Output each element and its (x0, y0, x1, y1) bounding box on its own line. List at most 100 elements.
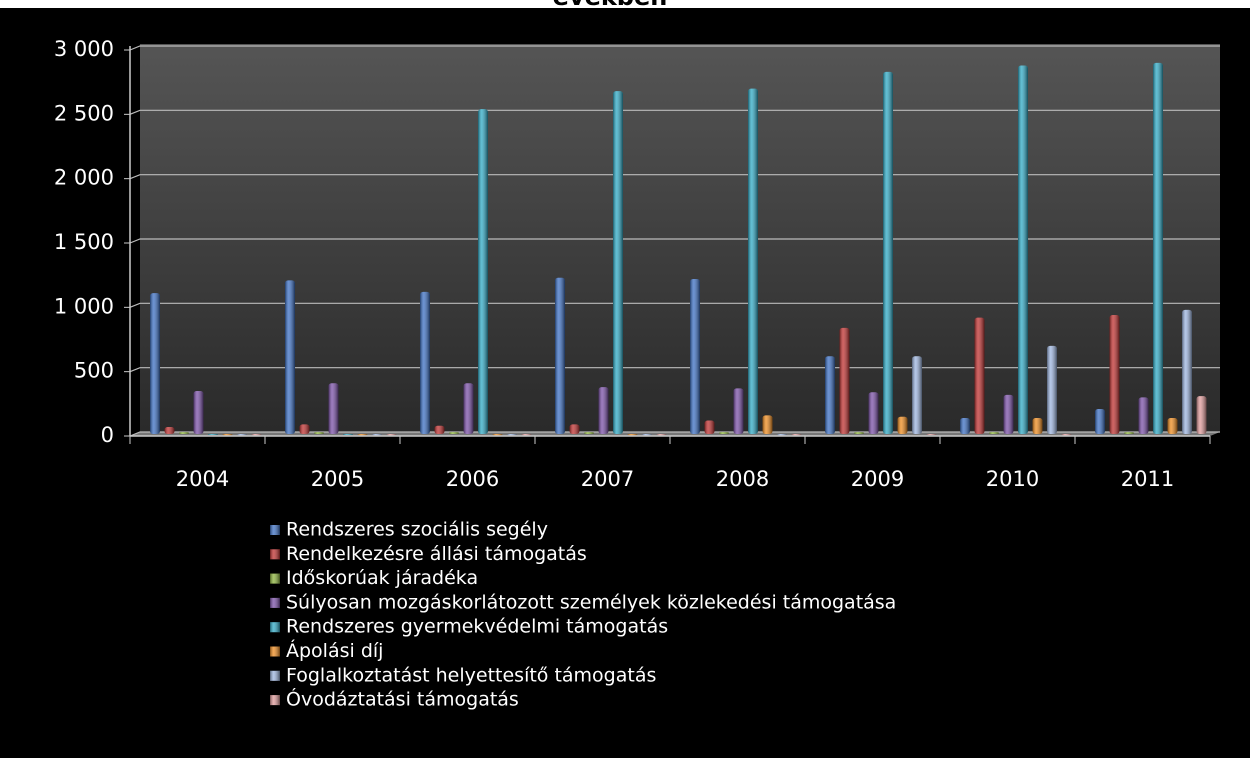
bar-group (449, 432, 459, 434)
grid-line (129, 174, 1220, 180)
bar-group (1196, 396, 1207, 434)
legend-label: Időskorúak járadéka (286, 567, 478, 589)
bar-group (179, 432, 189, 434)
bar-group (314, 432, 324, 434)
bar-shade (164, 426, 175, 434)
bar-shade (434, 425, 445, 434)
bar-shade (1196, 396, 1207, 434)
legend-swatch-shade (270, 525, 280, 535)
bar-group (825, 356, 835, 434)
bar-shade (690, 279, 700, 434)
bar-group (555, 277, 565, 434)
bar-shade (150, 293, 160, 434)
bar-shade (1182, 309, 1192, 434)
bar-group (434, 425, 445, 434)
bar-shade (719, 432, 729, 434)
bar-group (285, 280, 295, 434)
bar-group (1061, 434, 1072, 436)
bar-group (791, 434, 802, 436)
y-tick-label: 3 000 (54, 37, 114, 61)
legend-label: Rendszeres szociális segély (286, 519, 548, 541)
bar-group (299, 424, 310, 434)
bar-group (1109, 315, 1120, 434)
bar-group (463, 383, 474, 434)
y-tick-label: 500 (74, 359, 114, 383)
grid-line (129, 367, 1220, 373)
bar-group (627, 434, 638, 436)
bar-shade (386, 434, 397, 436)
bar-shade (960, 417, 970, 434)
bar-shade (1138, 397, 1149, 434)
bar-group (507, 434, 517, 436)
bar-shade (1109, 315, 1120, 434)
bar-shade (1047, 345, 1057, 434)
bar-group (704, 420, 715, 434)
bar-group (1153, 62, 1163, 434)
x-tick-label: 2010 (986, 467, 1039, 491)
bar-group (912, 356, 922, 434)
bar-shade (912, 356, 922, 434)
bar-shade (854, 432, 864, 434)
x-tick-label: 2009 (851, 467, 904, 491)
bar-shade (357, 434, 368, 436)
legend-label: Ápolási díj (286, 639, 383, 662)
grid-line (129, 238, 1220, 244)
y-tick-label: 2 000 (54, 166, 114, 190)
bar-shade (791, 434, 802, 436)
legend-label: Foglalkoztatást helyettesítő támogatás (286, 664, 656, 686)
bar-group (386, 434, 397, 436)
bar-shade (897, 416, 908, 434)
bar-group (208, 434, 218, 435)
y-tick-label: 2 500 (54, 101, 114, 125)
bar-group (1124, 432, 1134, 434)
bar-group (328, 383, 339, 434)
bar-shade (179, 432, 189, 434)
bar-group (733, 388, 744, 434)
bar-shade (420, 291, 430, 434)
bar-shade (521, 434, 532, 436)
bar-shade (598, 387, 609, 434)
legend-label: Óvodáztatási támogatás (286, 687, 519, 711)
bar-shade (492, 434, 503, 436)
plot-floor (130, 432, 1220, 436)
bar-group (926, 434, 937, 435)
plot-wall (140, 44, 1220, 432)
bar-shade (883, 71, 893, 434)
bar-group (642, 434, 652, 436)
bar-shade (1003, 394, 1014, 434)
bar-group (343, 434, 353, 435)
y-tick-label: 1 000 (54, 294, 114, 318)
bar-group (569, 424, 580, 434)
bar-shade (507, 434, 517, 436)
legend-swatch-shade (270, 670, 280, 681)
bar-group (748, 88, 758, 434)
bar-shade (314, 432, 324, 434)
legend-swatch-shade (270, 622, 280, 633)
bar-shade (555, 277, 565, 434)
bar-shade (299, 424, 310, 434)
bar-shade (1124, 432, 1134, 434)
bar-shade (478, 109, 488, 434)
bar-group (1003, 394, 1014, 434)
bar-shade (222, 434, 233, 436)
bar-shade (1095, 408, 1105, 434)
bar-group (974, 317, 985, 434)
bar-shade (613, 91, 623, 434)
bar-shade (449, 432, 459, 434)
bar-shade (208, 434, 218, 435)
bar-shade (926, 434, 937, 435)
legend-label: Rendszeres gyermekvédelmi támogatás (286, 616, 668, 638)
bar-group (222, 434, 233, 436)
bar-shade (251, 434, 262, 436)
grid-line (129, 109, 1220, 115)
legend-label: Rendelkezésre állási támogatás (286, 543, 587, 565)
bar-group (656, 434, 667, 436)
bar-group (868, 392, 879, 434)
title-strip (0, 0, 1250, 8)
bar-shade (569, 424, 580, 434)
legend-swatch-shade (270, 573, 280, 584)
x-tick-label: 2004 (176, 467, 229, 491)
bar-group (762, 415, 773, 434)
legend-swatch-shade (270, 695, 280, 706)
bar-shade (762, 415, 773, 434)
